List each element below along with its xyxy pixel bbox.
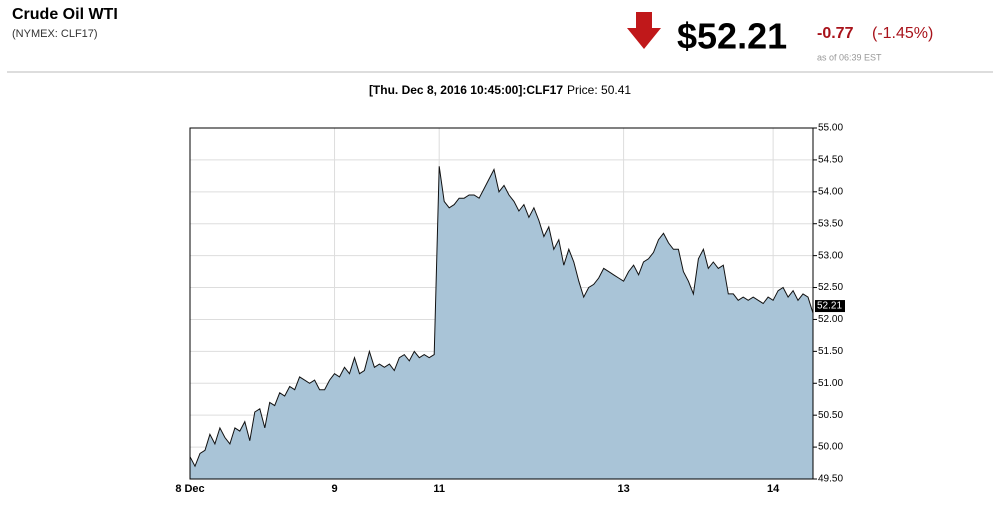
change: -0.77 [817,25,854,42]
y-tick-label: 51.50 [818,346,843,357]
x-tick-label: 9 [331,483,337,495]
current-price-box [815,300,845,313]
y-tick-label: 50.00 [818,442,843,453]
x-tick-label: 8 Dec [175,483,204,495]
as-of: as of 06:39 EST [817,52,882,62]
y-tick-label: 55.00 [818,123,843,134]
info-date: [Thu. Dec 8, 2016 10:45:00]:CLF17 [369,83,563,97]
x-tick-label: 11 [433,483,445,495]
y-tick-label: 54.50 [818,155,843,166]
y-tick-label: 52.00 [818,314,843,325]
y-tick-label: 51.00 [818,378,843,389]
title: Crude Oil WTI [12,6,118,23]
y-tick-label: 52.50 [818,282,843,293]
down-arrow [627,12,661,49]
y-tick-label: 54.00 [818,186,843,197]
current-price-label: 52.21 [817,301,842,312]
x-tick-label: 14 [767,483,780,495]
price: $52.21 [677,16,787,57]
info: [Thu. Dec 8, 2016 10:45:00]:CLF17 Price: … [369,83,631,97]
area [190,166,813,480]
y-tick-label: 53.00 [818,250,843,261]
y-tick-label: 49.50 [818,474,843,485]
line [189,166,814,468]
change-pct: (-1.45%) [872,25,933,42]
symbol: (NYMEX: CLF17) [12,28,98,40]
plot-border [189,127,814,480]
y-tick-label: 53.50 [818,218,843,229]
x-tick-label: 13 [617,483,629,495]
y-tick-label: 50.50 [818,410,843,421]
info-price: Price: 50.41 [567,83,631,97]
